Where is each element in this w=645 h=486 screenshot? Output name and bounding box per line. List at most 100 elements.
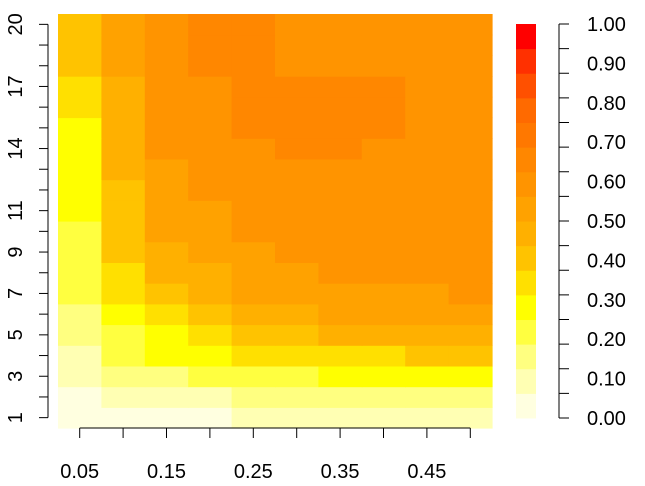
heatmap-cell <box>58 34 102 56</box>
heatmap-cell <box>448 34 493 56</box>
legend-tick-label: 0.40 <box>587 250 626 272</box>
heatmap-cell <box>448 345 493 367</box>
heatmap-cell <box>448 241 493 263</box>
heatmap-cell <box>318 407 363 429</box>
heatmap-cell <box>231 283 276 305</box>
heatmap-cell <box>188 179 233 201</box>
legend-tick-label: 1.00 <box>587 14 626 36</box>
heatmap-cell <box>405 283 450 305</box>
heatmap-cell <box>101 158 146 181</box>
heatmap-cell <box>58 158 102 181</box>
legend-tick-label: 0.20 <box>587 329 626 351</box>
legend-color-swatch <box>516 319 536 345</box>
heatmap-cell <box>318 76 363 98</box>
heatmap-cell <box>188 221 233 243</box>
heatmap-cell <box>448 262 493 284</box>
heatmap-cell <box>405 407 450 429</box>
heatmap-cell <box>405 262 450 284</box>
heatmap-cell <box>275 96 319 119</box>
heatmap-cell <box>361 221 406 243</box>
heatmap-cell <box>231 324 276 346</box>
heatmap-cell <box>231 200 276 222</box>
heatmap-cell <box>58 96 102 119</box>
heatmap-cell <box>231 303 276 326</box>
heatmap-cell <box>318 345 363 367</box>
legend-color-swatch <box>516 245 536 271</box>
heatmap-cell <box>448 283 493 305</box>
heatmap-cell <box>318 34 363 56</box>
heatmap-cell <box>101 365 146 388</box>
heatmap-cell <box>231 14 276 36</box>
heatmap-cell <box>188 303 233 326</box>
heatmap-cell <box>405 76 450 98</box>
heatmap-cell <box>101 324 146 346</box>
heatmap-cell <box>361 55 406 77</box>
heatmap-cell <box>144 158 189 181</box>
heatmap-cell <box>231 158 276 181</box>
heatmap-cell <box>448 200 493 222</box>
heatmap-cell <box>361 117 406 139</box>
heatmap-cell <box>448 55 493 77</box>
heatmap-cell <box>101 221 146 243</box>
heatmap-cell <box>188 365 233 388</box>
heatmap-cell <box>275 241 319 263</box>
y-tick-label: 1 <box>5 412 27 423</box>
heatmap-cell <box>361 386 406 408</box>
heatmap-cell <box>318 158 363 181</box>
heatmap-cell <box>58 386 102 408</box>
heatmap-cell <box>361 365 406 388</box>
heatmap-cell <box>231 117 276 139</box>
heatmap-cell <box>58 221 102 243</box>
heatmap-cell <box>188 407 233 429</box>
y-tick-label: 11 <box>5 200 27 221</box>
heatmap-cell <box>144 221 189 243</box>
heatmap-cell <box>318 386 363 408</box>
heatmap-cell <box>101 34 146 56</box>
heatmap-cell <box>144 200 189 222</box>
heatmap-cell <box>231 262 276 284</box>
heatmap-cell <box>405 303 450 326</box>
y-tick-label: 7 <box>5 288 27 299</box>
heatmap-cell <box>405 55 450 77</box>
heatmap-cell <box>101 117 146 139</box>
heatmap-cell <box>275 200 319 222</box>
heatmap-cell <box>318 303 363 326</box>
heatmap-cell <box>361 96 406 119</box>
x-tick-label: 0.15 <box>147 461 186 483</box>
heatmap-cell <box>144 365 189 388</box>
heatmap-cell <box>405 221 450 243</box>
heatmap-cell <box>144 324 189 346</box>
legend-tick-label: 0.30 <box>587 290 626 312</box>
heatmap-cell <box>101 200 146 222</box>
heatmap-cell <box>405 386 450 408</box>
heatmap-cell <box>448 407 493 429</box>
heatmap-cell <box>448 96 493 119</box>
legend-color-swatch <box>516 294 536 321</box>
heatmap-cell <box>318 324 363 346</box>
heatmap-cell <box>275 386 319 408</box>
heatmap-cell <box>275 117 319 139</box>
legend-tick-label: 0.00 <box>587 408 626 430</box>
heatmap-cell <box>188 283 233 305</box>
legend-color-swatch <box>516 73 536 99</box>
heatmap-cell <box>188 96 233 119</box>
heatmap-cells <box>58 14 493 429</box>
heatmap-cell <box>275 365 319 388</box>
x-tick-label: 0.05 <box>60 461 99 483</box>
heatmap-cell <box>58 345 102 367</box>
heatmap-cell <box>361 76 406 98</box>
heatmap-cell <box>58 200 102 222</box>
heatmap-cell <box>275 303 319 326</box>
heatmap-cell <box>405 345 450 367</box>
heatmap-cell <box>318 365 363 388</box>
heatmap-cell <box>405 34 450 56</box>
y-axis: 1 3 5 7 9 11 14 17 20 <box>5 13 49 423</box>
heatmap-cell <box>231 365 276 388</box>
heatmap-cell <box>188 345 233 367</box>
heatmap-cell <box>101 262 146 284</box>
heatmap-cell <box>58 76 102 98</box>
heatmap-cell <box>275 345 319 367</box>
heatmap-cell <box>275 221 319 243</box>
heatmap-cell <box>318 117 363 139</box>
heatmap-cell <box>231 221 276 243</box>
